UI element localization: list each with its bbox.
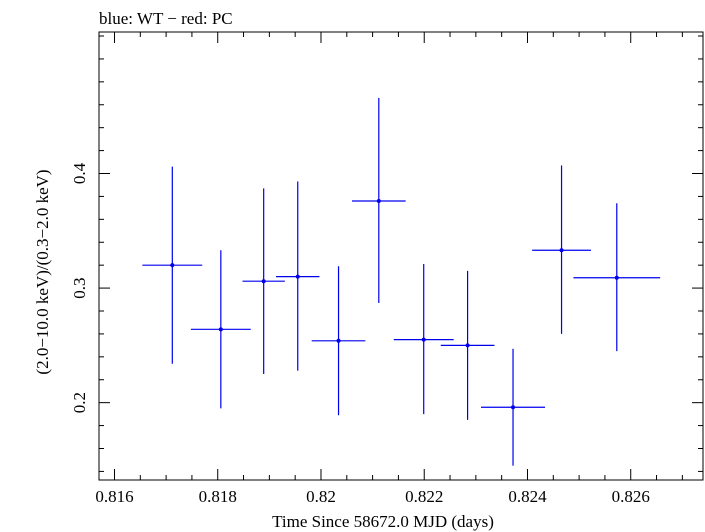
- data-point: [532, 165, 591, 334]
- chart-title: blue: WT − red: PC: [99, 9, 233, 28]
- x-tick-label: 0.822: [405, 487, 443, 506]
- x-tick-label: 0.826: [612, 487, 650, 506]
- point-marker: [218, 327, 223, 332]
- point-marker: [511, 405, 516, 410]
- x-tick-label: 0.818: [199, 487, 237, 506]
- data-point: [276, 181, 320, 371]
- y-tick-label: 0.4: [70, 162, 89, 184]
- x-tick-label: 0.82: [306, 487, 336, 506]
- data-point: [242, 188, 285, 375]
- data-point: [440, 270, 495, 420]
- data-point: [351, 97, 406, 303]
- data-point: [393, 264, 454, 415]
- x-axis-label: Time Since 58672.0 MJD (days): [272, 512, 494, 531]
- data-point: [311, 266, 366, 416]
- y-axis-label: (2.0−10.0 keV)/(0.3−2.0 keV): [33, 169, 52, 374]
- point-marker: [336, 338, 341, 343]
- data-points: [142, 97, 661, 466]
- x-tick-label: 0.824: [508, 487, 547, 506]
- point-marker: [465, 343, 470, 348]
- point-marker: [376, 199, 381, 204]
- y-tick-label: 0.3: [70, 277, 89, 298]
- data-point: [142, 166, 203, 364]
- point-marker: [295, 274, 300, 279]
- data-point: [190, 250, 251, 409]
- y-tick-label: 0.2: [70, 392, 89, 413]
- point-marker: [261, 279, 266, 284]
- x-tick-labels: 0.816 0.818 0.82 0.822 0.824 0.826: [95, 487, 649, 506]
- y-tick-labels: 0.2 0.3 0.4: [70, 162, 89, 413]
- x-tick-label: 0.816: [95, 487, 133, 506]
- point-marker: [170, 263, 175, 268]
- point-marker: [421, 337, 426, 342]
- data-point: [481, 348, 546, 466]
- point-marker: [614, 275, 619, 280]
- axis-ticks: [99, 32, 703, 480]
- data-point: [573, 203, 661, 352]
- plot-frame: [98, 31, 704, 481]
- point-marker: [559, 248, 564, 253]
